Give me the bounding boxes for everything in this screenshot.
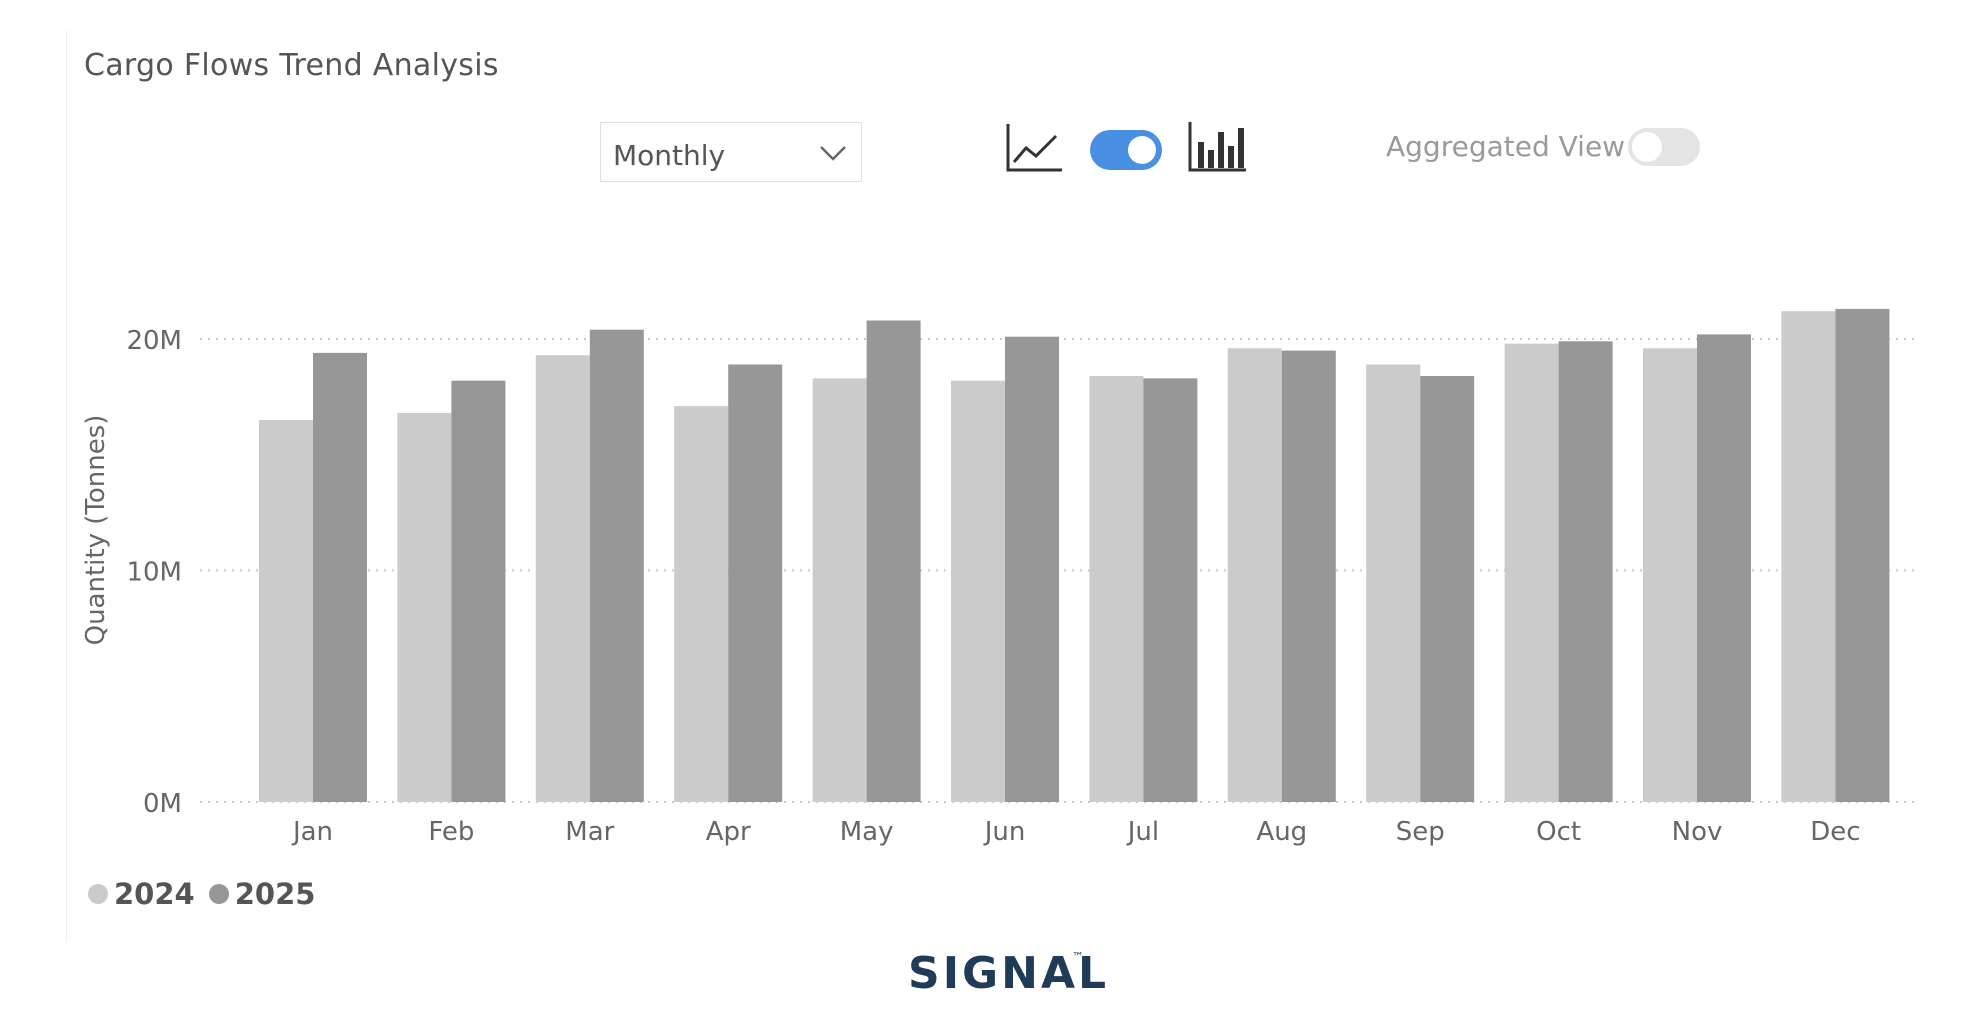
bar-2024-jan — [259, 420, 313, 802]
x-tick-label: Dec — [1810, 817, 1860, 847]
chevron-down-icon — [817, 141, 849, 169]
toggle-knob — [1632, 132, 1662, 162]
bar-2024-mar — [535, 355, 590, 802]
brand-trademark: ™ — [1072, 950, 1084, 964]
x-tick-label: Oct — [1536, 817, 1581, 847]
x-tick-label: Apr — [706, 817, 751, 847]
bar-2025-mar — [589, 329, 644, 802]
bar-2025-nov — [1697, 334, 1751, 802]
legend-marker-2025 — [208, 884, 229, 904]
legend: 2024 2025 — [88, 876, 315, 912]
x-tick-label: Jan — [291, 817, 333, 847]
legend-label-2024: 2024 — [114, 877, 195, 911]
bar-2025-may — [866, 320, 921, 802]
legend-item-2025[interactable]: 2025 — [208, 877, 316, 911]
aggregated-view-label: Aggregated View — [1386, 130, 1626, 163]
x-tick-label: Feb — [428, 817, 474, 847]
bar-2024-oct — [1504, 343, 1559, 802]
bar-2025-aug — [1281, 350, 1336, 802]
x-tick-label: May — [840, 817, 894, 847]
bar-2024-dec — [1781, 311, 1836, 802]
toggle-knob — [1128, 136, 1156, 164]
bar-2025-jan — [313, 352, 367, 802]
bar-chart: 0M 10M 20M Quantity (Tonnes) Jan Feb Mar Apr May… — [81, 308, 1918, 847]
x-tick-label: Jul — [1126, 817, 1159, 847]
x-tick-label: Nov — [1672, 817, 1723, 847]
aggregated-view-toggle[interactable] — [1628, 128, 1700, 166]
period-dropdown[interactable]: Monthly — [600, 122, 862, 182]
line-chart-icon[interactable] — [1004, 122, 1064, 178]
x-tick-label: Aug — [1256, 817, 1307, 847]
bar-2025-feb — [451, 380, 506, 802]
bar-2024-sep — [1366, 364, 1421, 802]
bar-2024-jul — [1089, 376, 1144, 802]
legend-item-2024[interactable]: 2024 — [88, 877, 195, 911]
bar-2025-jul — [1143, 378, 1198, 802]
chart-type-toggle[interactable] — [1090, 130, 1162, 170]
x-tick-label: Jun — [983, 817, 1026, 847]
bar-2024-apr — [674, 406, 729, 802]
x-tick-label: Sep — [1396, 817, 1445, 847]
bar-2024-aug — [1227, 348, 1282, 802]
y-tick-label: 10M — [126, 558, 182, 588]
bar-2024-may — [812, 378, 867, 802]
panel-border — [66, 30, 67, 942]
y-tick-label: 20M — [126, 326, 182, 356]
bar-2025-jun — [1005, 336, 1059, 802]
bar-2024-jun — [951, 380, 1005, 802]
y-axis-title: Quantity (Tonnes) — [81, 415, 111, 646]
brand-logo: SIGNAL — [908, 948, 1110, 999]
legend-label-2025: 2025 — [234, 877, 316, 911]
bar-chart-icon[interactable] — [1186, 120, 1248, 178]
x-tick-label: Mar — [565, 817, 614, 847]
chart-title: Cargo Flows Trend Analysis — [84, 48, 499, 83]
period-dropdown-value: Monthly — [613, 139, 726, 172]
bar-2024-nov — [1643, 348, 1697, 802]
legend-marker-2024 — [88, 884, 108, 904]
bar-2024-feb — [397, 413, 452, 802]
y-tick-label: 0M — [143, 789, 182, 819]
bar-2025-oct — [1558, 341, 1613, 802]
bar-2025-sep — [1420, 376, 1475, 802]
bar-2025-dec — [1835, 308, 1890, 802]
bar-2025-apr — [728, 364, 783, 802]
